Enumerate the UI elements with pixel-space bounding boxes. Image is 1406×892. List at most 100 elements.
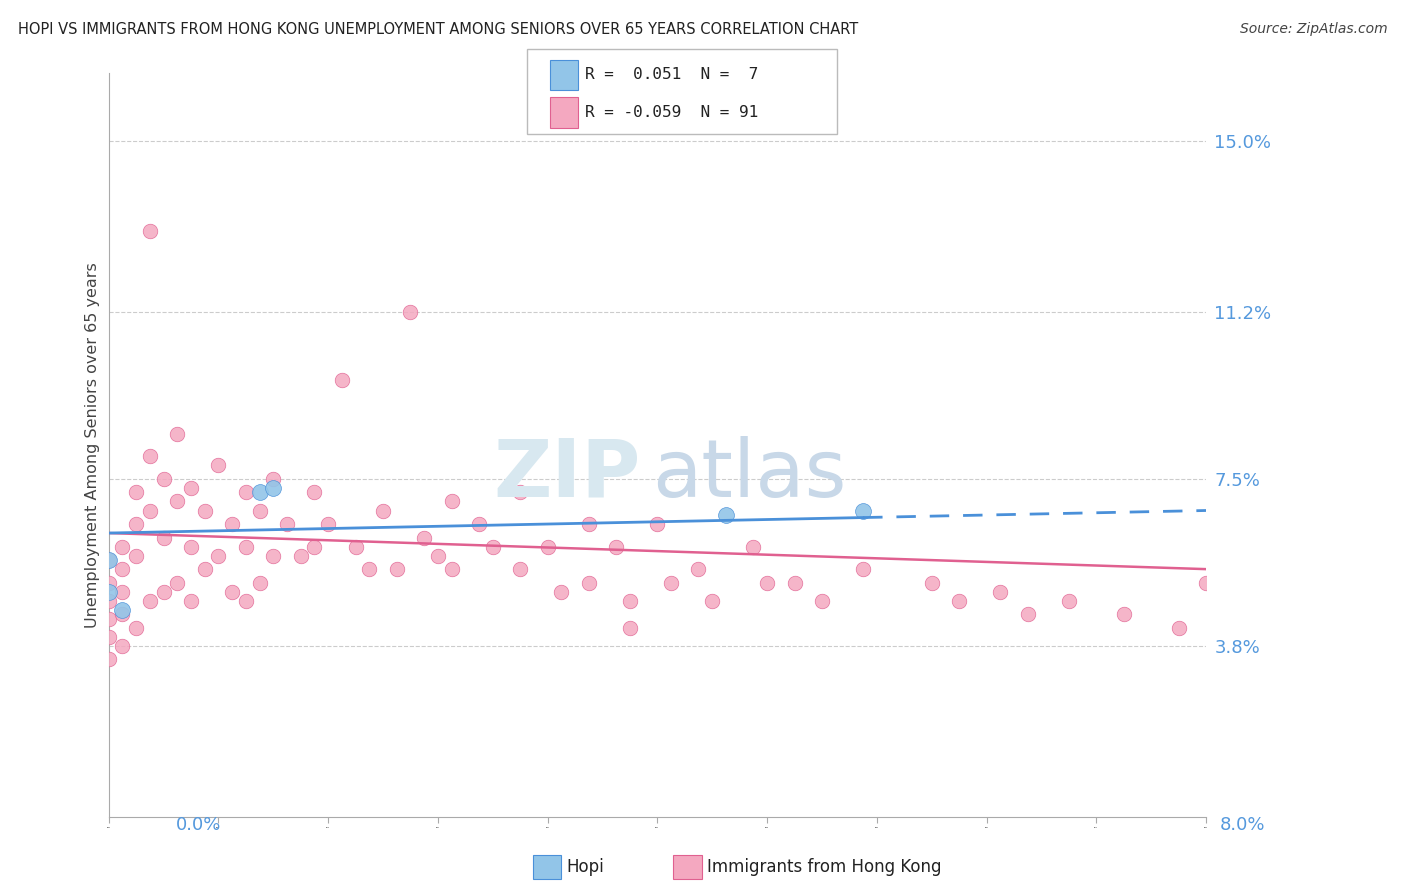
Point — [1167, 621, 1189, 635]
Point — [536, 540, 558, 554]
Text: HOPI VS IMMIGRANTS FROM HONG KONG UNEMPLOYMENT AMONG SENIORS OVER 65 YEARS CORRE: HOPI VS IMMIGRANTS FROM HONG KONG UNEMPL… — [18, 22, 859, 37]
Point — [221, 584, 243, 599]
Point — [688, 562, 710, 576]
Point — [330, 373, 353, 387]
Y-axis label: Unemployment Among Seniors over 65 years: Unemployment Among Seniors over 65 years — [86, 262, 100, 628]
Point — [97, 575, 120, 590]
Point — [262, 549, 284, 563]
Point — [111, 540, 134, 554]
Point — [152, 472, 174, 486]
Point — [440, 562, 463, 576]
Point — [97, 584, 120, 599]
Point — [249, 575, 271, 590]
Point — [1195, 575, 1218, 590]
Point — [235, 593, 257, 607]
Point — [509, 485, 531, 500]
Text: 0.0%: 0.0% — [176, 816, 221, 834]
Point — [139, 450, 162, 464]
Point — [125, 621, 148, 635]
Point — [194, 503, 217, 517]
Point — [152, 531, 174, 545]
Point — [399, 305, 422, 319]
Point — [413, 531, 436, 545]
Point — [221, 516, 243, 531]
Text: atlas: atlas — [652, 436, 846, 514]
Text: 8.0%: 8.0% — [1220, 816, 1265, 834]
Point — [605, 540, 627, 554]
Point — [139, 503, 162, 517]
Point — [111, 639, 134, 653]
Point — [207, 458, 229, 473]
Point — [344, 540, 367, 554]
Point — [468, 516, 491, 531]
Point — [988, 584, 1011, 599]
Point — [249, 485, 271, 500]
Point — [290, 549, 312, 563]
Point — [276, 516, 298, 531]
Point — [426, 549, 449, 563]
Point — [166, 575, 188, 590]
Point — [659, 575, 682, 590]
Text: Hopi: Hopi — [567, 858, 605, 876]
Point — [550, 584, 572, 599]
Point — [742, 540, 765, 554]
Point — [152, 584, 174, 599]
Text: ZIP: ZIP — [494, 436, 641, 514]
Point — [647, 516, 669, 531]
Point — [125, 485, 148, 500]
Point — [180, 481, 202, 495]
Point — [619, 593, 641, 607]
Point — [180, 540, 202, 554]
Point — [111, 562, 134, 576]
Point — [97, 612, 120, 626]
Point — [509, 562, 531, 576]
Point — [1112, 607, 1135, 622]
Point — [235, 485, 257, 500]
Point — [111, 603, 134, 617]
Point — [262, 481, 284, 495]
Point — [166, 426, 188, 441]
Point — [111, 584, 134, 599]
Point — [385, 562, 408, 576]
Point — [1057, 593, 1080, 607]
Point — [756, 575, 779, 590]
Point — [125, 549, 148, 563]
Point — [371, 503, 394, 517]
Point — [139, 593, 162, 607]
Point — [578, 516, 600, 531]
Point — [440, 494, 463, 508]
Point — [139, 224, 162, 238]
Point — [852, 503, 875, 517]
Point — [1017, 607, 1039, 622]
Point — [783, 575, 806, 590]
Text: R =  0.051  N =  7: R = 0.051 N = 7 — [585, 67, 758, 82]
Point — [262, 472, 284, 486]
Point — [97, 553, 120, 567]
Text: Immigrants from Hong Kong: Immigrants from Hong Kong — [707, 858, 942, 876]
Point — [304, 540, 326, 554]
Point — [249, 503, 271, 517]
Point — [235, 540, 257, 554]
Point — [166, 494, 188, 508]
Point — [714, 508, 737, 522]
Point — [97, 652, 120, 666]
Point — [111, 607, 134, 622]
Point — [97, 630, 120, 644]
Point — [125, 516, 148, 531]
Point — [481, 540, 503, 554]
Text: Source: ZipAtlas.com: Source: ZipAtlas.com — [1240, 22, 1388, 37]
Point — [304, 485, 326, 500]
Point — [578, 575, 600, 590]
Point — [194, 562, 217, 576]
Point — [619, 621, 641, 635]
Point — [207, 549, 229, 563]
Point — [97, 593, 120, 607]
Point — [180, 593, 202, 607]
Point — [921, 575, 943, 590]
Point — [948, 593, 970, 607]
Point — [811, 593, 834, 607]
Point — [702, 593, 724, 607]
Point — [316, 516, 339, 531]
Point — [359, 562, 381, 576]
Point — [852, 562, 875, 576]
